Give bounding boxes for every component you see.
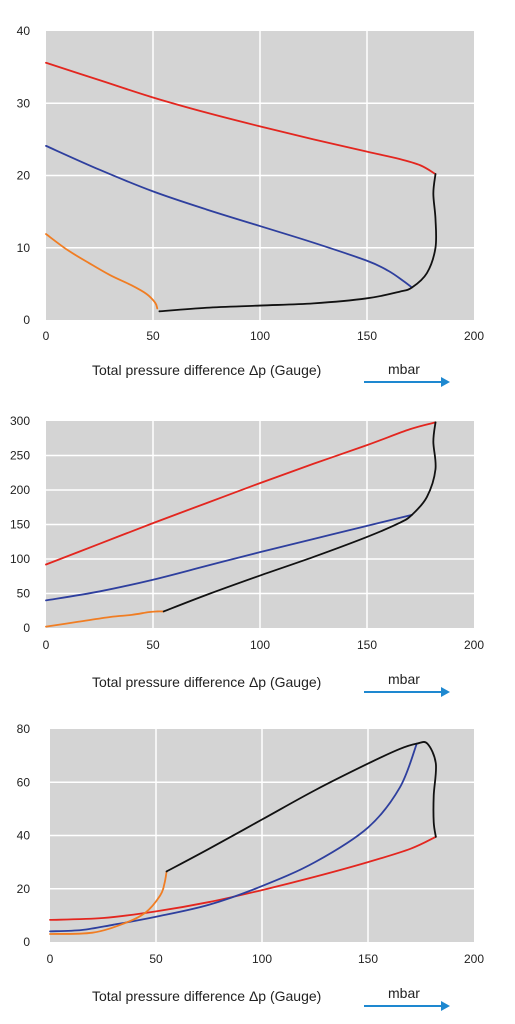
series-line-black (158, 173, 438, 313)
x-tick-label: 100 (250, 638, 270, 652)
x-axis-label-2: Total pressure difference Δp (Gauge) (92, 674, 322, 690)
y-tick-label: 250 (10, 449, 30, 463)
series-line-blue (45, 513, 413, 602)
series-line-orange (49, 870, 168, 935)
y-tick-label: 40 (17, 829, 31, 843)
series-line-black (165, 741, 437, 873)
x-tick-label: 50 (149, 952, 163, 966)
y-tick-label: 0 (23, 935, 30, 949)
y-tick-label: 20 (17, 882, 31, 896)
x-tick-label: 100 (252, 952, 272, 966)
y-tick-label: 200 (10, 483, 30, 497)
x-tick-label: 50 (146, 329, 160, 343)
x-tick-label: 200 (464, 638, 484, 652)
x-tick-label: 150 (358, 952, 378, 966)
series-line-red (45, 421, 437, 566)
y-tick-label: 50 (17, 587, 31, 601)
y-tick-label: 80 (17, 722, 31, 736)
y-tick-label: 60 (17, 775, 31, 789)
series-line-blue (49, 742, 418, 933)
x-tick-label: 150 (357, 329, 377, 343)
y-tick-label: 100 (10, 552, 30, 566)
series-line-orange (45, 610, 165, 628)
x-axis-label-3: Total pressure difference Δp (Gauge) (92, 988, 322, 1004)
x-unit-label-2: mbar (388, 671, 420, 687)
series-line-red (45, 61, 437, 175)
x-tick-label: 200 (464, 952, 484, 966)
chart-2: 0 50 100 150 200 0 50 100 150 200 250 300 (10, 414, 484, 652)
y-tick-label: 300 (10, 414, 30, 428)
y-tick-label: 150 (10, 518, 30, 532)
y-tick-label: 0 (23, 621, 30, 635)
y-tick-label: 20 (17, 169, 31, 183)
series-line-black (162, 421, 437, 613)
y-tick-label: 10 (17, 241, 31, 255)
series-line-red (49, 835, 437, 921)
chart-panel-2: 0 50 100 150 200 0 50 100 150 200 250 300 Total pre… (10, 414, 484, 697)
chart-1: 0 50 100 150 200 0 10 20 30 40 (17, 24, 485, 343)
x-unit-label-1: mbar (388, 361, 420, 377)
x-tick-label: 0 (43, 329, 50, 343)
x-axis-label-1: Total pressure difference Δp (Gauge) (92, 362, 322, 378)
y-tick-label: 40 (17, 24, 31, 38)
x-tick-label: 0 (43, 638, 50, 652)
x-tick-label: 100 (250, 329, 270, 343)
y-tick-label: 0 (23, 313, 30, 327)
x-unit-label-3: mbar (388, 985, 420, 1001)
chart-panel-1: 0 50 100 150 200 0 10 20 30 40 Total pressure dif… (0, 0, 515, 395)
x-tick-label: 0 (47, 952, 54, 966)
series-line-orange (45, 233, 159, 310)
series-line-blue (45, 144, 413, 289)
x-tick-label: 200 (464, 329, 484, 343)
x-tick-label: 50 (146, 638, 160, 652)
x-tick-label: 150 (357, 638, 377, 652)
y-tick-label: 30 (17, 96, 31, 110)
